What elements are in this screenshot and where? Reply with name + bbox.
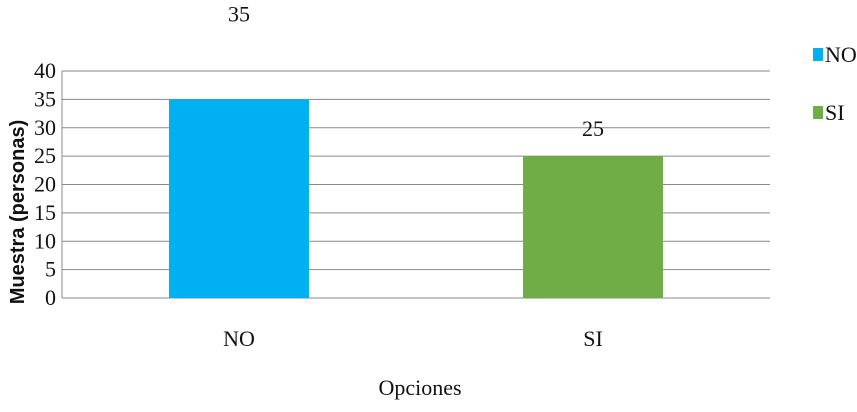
legend-item: NO: [813, 42, 857, 67]
bar-no: [169, 99, 309, 298]
legend-swatch: [813, 48, 823, 61]
y-tick-label: 15: [34, 200, 56, 225]
x-axis-categories: NO SI: [223, 326, 603, 351]
data-labels: 35 25: [228, 1, 604, 141]
legend-item: SI: [813, 100, 845, 125]
y-axis-ticks: 0 5 10 15 20 25 30 35 40: [34, 58, 56, 310]
x-axis-label: Opciones: [378, 375, 461, 400]
y-tick-label: 5: [45, 257, 56, 282]
legend-label: NO: [825, 42, 857, 67]
x-tick-label: SI: [583, 326, 603, 351]
gridlines: [61, 70, 770, 299]
y-tick-label: 0: [45, 285, 56, 310]
y-tick-label: 25: [34, 143, 56, 168]
y-tick-label: 40: [34, 58, 56, 83]
y-tick-label: 10: [34, 228, 56, 253]
y-axis-label: Muestra (personas): [7, 120, 29, 305]
y-tick-label: 30: [34, 115, 56, 140]
bars: [169, 99, 663, 298]
bar-si: [523, 156, 663, 298]
y-tick-label: 20: [34, 172, 56, 197]
data-label: 35: [228, 1, 250, 26]
data-label: 25: [582, 116, 604, 141]
legend-label: SI: [825, 100, 845, 125]
x-tick-label: NO: [223, 326, 255, 351]
legend-swatch: [813, 106, 823, 119]
y-tick-label: 35: [34, 86, 56, 111]
legend: NO SI: [813, 42, 857, 125]
